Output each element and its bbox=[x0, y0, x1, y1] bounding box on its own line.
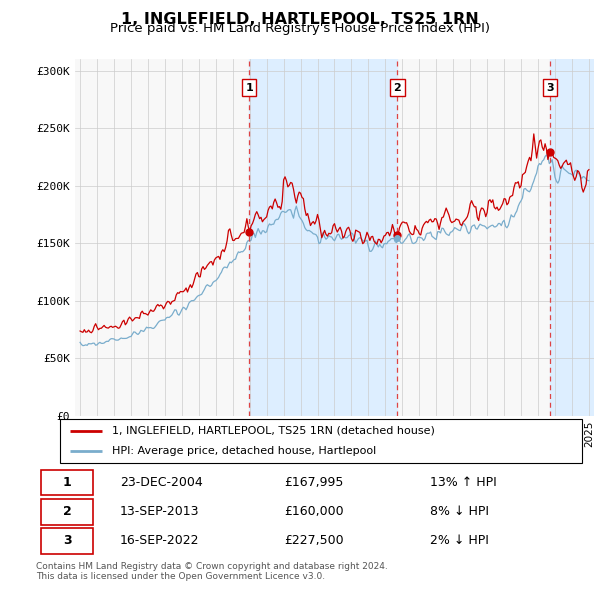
FancyBboxPatch shape bbox=[41, 470, 92, 496]
Text: 1: 1 bbox=[245, 83, 253, 93]
Text: 2: 2 bbox=[394, 83, 401, 93]
Text: 1, INGLEFIELD, HARTLEPOOL, TS25 1RN (detached house): 1, INGLEFIELD, HARTLEPOOL, TS25 1RN (det… bbox=[112, 426, 435, 436]
Bar bbox=[550, 59, 594, 416]
Text: HPI: Average price, detached house, Hartlepool: HPI: Average price, detached house, Hart… bbox=[112, 446, 376, 456]
Text: 3: 3 bbox=[546, 83, 554, 93]
Text: £160,000: £160,000 bbox=[284, 505, 344, 518]
FancyBboxPatch shape bbox=[41, 528, 92, 554]
Text: Contains HM Land Registry data © Crown copyright and database right 2024.
This d: Contains HM Land Registry data © Crown c… bbox=[36, 562, 388, 581]
Text: 1, INGLEFIELD, HARTLEPOOL, TS25 1RN: 1, INGLEFIELD, HARTLEPOOL, TS25 1RN bbox=[121, 12, 479, 27]
Text: Price paid vs. HM Land Registry's House Price Index (HPI): Price paid vs. HM Land Registry's House … bbox=[110, 22, 490, 35]
Text: 2: 2 bbox=[62, 505, 71, 518]
Text: £167,995: £167,995 bbox=[284, 476, 344, 489]
Text: 3: 3 bbox=[63, 534, 71, 547]
Text: 16-SEP-2022: 16-SEP-2022 bbox=[120, 534, 199, 547]
Text: 13-SEP-2013: 13-SEP-2013 bbox=[120, 505, 199, 518]
Text: 23-DEC-2004: 23-DEC-2004 bbox=[120, 476, 202, 489]
Bar bbox=[249, 59, 397, 416]
Text: 2% ↓ HPI: 2% ↓ HPI bbox=[430, 534, 489, 547]
FancyBboxPatch shape bbox=[60, 419, 582, 463]
Text: 1: 1 bbox=[62, 476, 71, 489]
Text: £227,500: £227,500 bbox=[284, 534, 344, 547]
Text: 8% ↓ HPI: 8% ↓ HPI bbox=[430, 505, 489, 518]
Text: 13% ↑ HPI: 13% ↑ HPI bbox=[430, 476, 497, 489]
FancyBboxPatch shape bbox=[41, 499, 92, 525]
